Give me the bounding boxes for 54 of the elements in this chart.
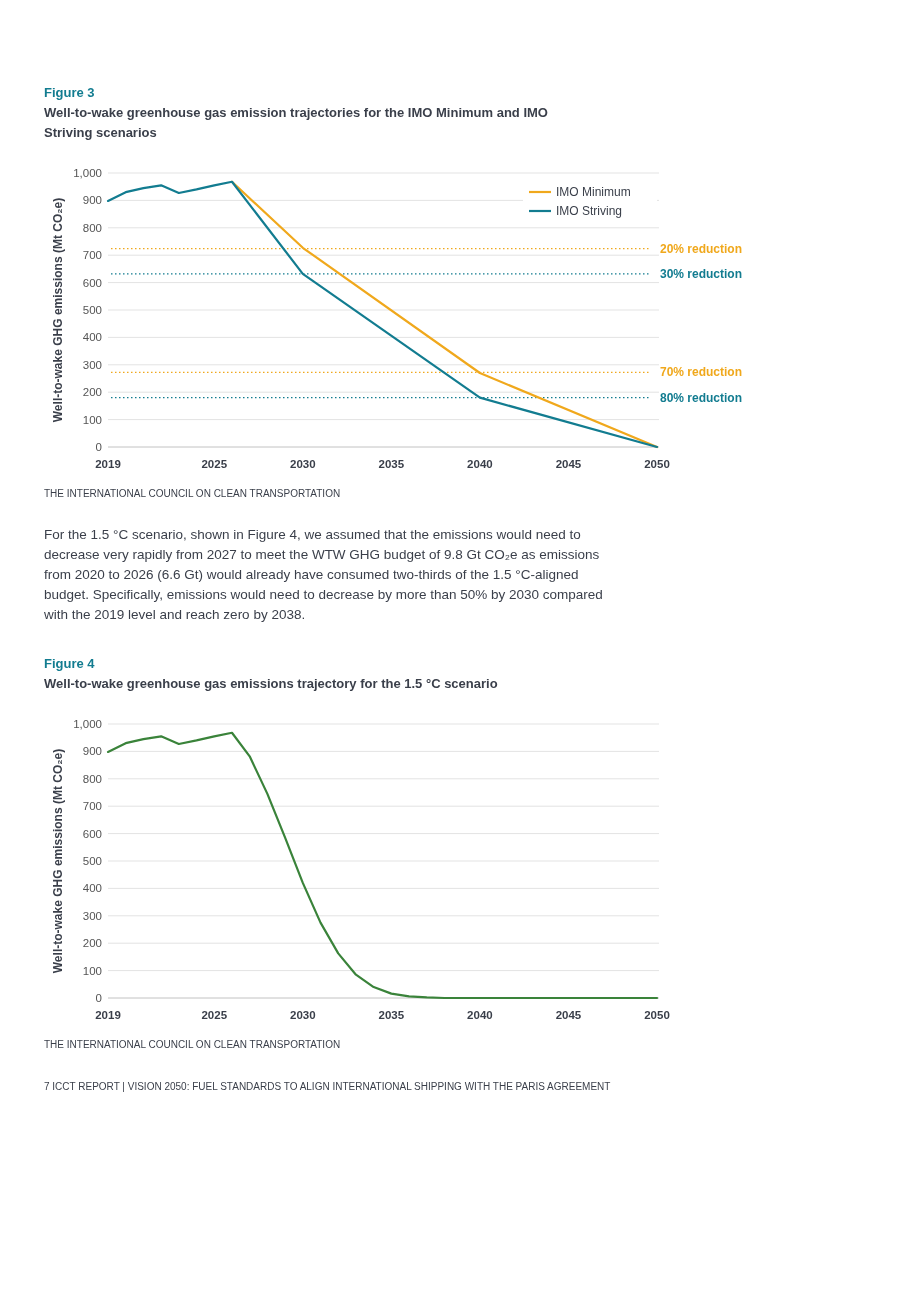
y-tick-label: 900	[82, 745, 102, 758]
chart-subtitle: Well-to-wake greenhouse gas emission trajectories for the IMO Minimum and IMO Striving scenarios	[44, 105, 548, 140]
y-tick-label: 200	[82, 386, 102, 399]
chart-title: Figure 3	[44, 85, 95, 100]
y-tick-label: 800	[82, 772, 102, 785]
line-series	[106, 731, 659, 1000]
y-tick-label: 1,000	[73, 167, 102, 179]
y-tick-label: 700	[82, 249, 102, 262]
chart-subtitle: Well-to-wake greenhouse gas emissions trajectory for the 1.5 °C scenario	[44, 676, 498, 691]
legend-label: IMO Minimum	[556, 185, 631, 199]
x-tick-label: 2045	[555, 1009, 582, 1021]
x-tick-label: 2030	[290, 1009, 316, 1021]
y-tick-label: 300	[82, 358, 102, 371]
ref-line-label: 80% reduction	[660, 390, 743, 405]
y-tick-label: 800	[82, 221, 102, 234]
text: For the 1.5 °C scenario, shown in Figure 4, we assumed that the emissions would need to decrease very rapidly from 2027 to meet the WTW GHG budget of 9.8 Gt CO₂e as emissions from 2020 to 2026 (6.6 Gt) would already have consumed two-thirds of the 1.5 °C-aligned budget. Specifically, emissions would need to decrease by more than 50% by 2030 compared with the 2019 level and reach zero by 2038.	[43, 527, 603, 622]
y-tick-label: 500	[82, 304, 102, 316]
y-tick-label: 700	[82, 800, 102, 813]
y-tick-label: 100	[82, 413, 102, 426]
y-tick-label: 500	[82, 855, 102, 867]
y-tick-label: 600	[82, 276, 102, 289]
text: THE INTERNATIONAL COUNCIL ON CLEAN TRANSPORTATION	[44, 488, 341, 499]
x-tick-label: 2045	[555, 458, 582, 470]
y-tick-label: 200	[82, 937, 102, 950]
y-axis-title: Well-to-wake GHG emissions (Mt CO₂e)	[51, 197, 65, 423]
ref-line-label: 70% reduction	[660, 365, 743, 380]
x-tick-label: 2040	[467, 1009, 493, 1021]
legend-label: IMO Striving	[556, 204, 623, 218]
chart-title: Figure 4	[44, 656, 96, 671]
y-tick-label: 900	[82, 194, 102, 207]
x-tick-label: 2025	[201, 1009, 228, 1021]
x-tick-label: 2050	[644, 1009, 670, 1021]
line-series	[106, 180, 659, 449]
y-axis-title: Well-to-wake GHG emissions (Mt CO₂e)	[51, 748, 65, 974]
x-tick-label: 2025	[201, 458, 228, 470]
x-tick-label: 2019	[95, 1009, 121, 1021]
ref-line-label: 20% reduction	[660, 241, 743, 256]
y-tick-label: 1,000	[73, 718, 102, 730]
x-tick-label: 2050	[644, 458, 670, 470]
y-tick-label: 100	[82, 964, 102, 977]
y-tick-label: 300	[82, 909, 102, 922]
ref-line-label: 30% reduction	[660, 266, 743, 281]
x-tick-label: 2035	[378, 1009, 405, 1021]
x-tick-label: 2040	[467, 458, 493, 470]
x-tick-label: 2030	[290, 458, 316, 470]
y-tick-label: 400	[82, 331, 102, 344]
text: THE INTERNATIONAL COUNCIL ON CLEAN TRANSPORTATION	[44, 1039, 341, 1050]
x-tick-label: 2035	[378, 458, 405, 470]
y-tick-label: 0	[95, 992, 102, 1004]
text: 7 ICCT REPORT | VISION 2050: FUEL STANDARDS TO ALIGN INTERNATIONAL SHIPPING WITH THE PARIS AGREEMENT	[44, 1081, 611, 1092]
x-tick-label: 2019	[95, 458, 121, 470]
y-tick-label: 0	[95, 441, 102, 453]
y-tick-label: 400	[82, 882, 102, 895]
y-tick-label: 600	[82, 827, 102, 840]
